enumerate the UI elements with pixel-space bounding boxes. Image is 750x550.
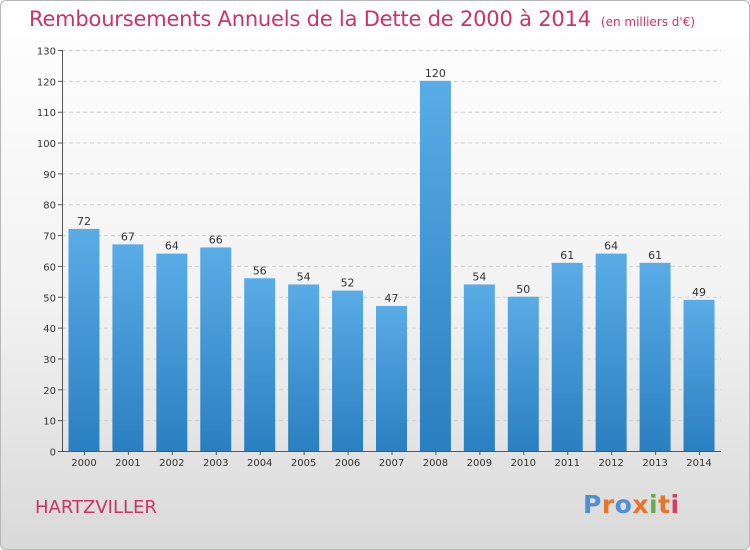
x-tick-label: 2001 [115,458,140,469]
y-tick-label: 20 [43,386,56,397]
bar [68,228,100,451]
bar [112,244,144,451]
data-label: 54 [472,270,486,283]
proxiti-logo: Proxiti [583,490,680,519]
bar [551,262,583,451]
bar [639,262,671,451]
y-tick-label: 90 [43,170,56,181]
data-label: 49 [692,286,706,299]
y-tick-label: 110 [37,108,56,119]
data-label: 61 [648,249,662,262]
y-tick-label: 70 [43,232,56,243]
bar [463,284,495,451]
data-labels: 72 67 64 66 56 54 52 47 120 54 50 61 64 61 49 [77,67,706,305]
data-label: 50 [516,283,530,296]
y-tick-label: 80 [43,201,56,212]
logo-letter: r [601,490,615,519]
x-tick-label: 2011 [555,458,580,469]
bar [156,253,188,451]
logo-letter: i [670,490,680,519]
chart-subtitle: (en milliers d'€) [600,15,696,29]
x-tick-label: 2005 [291,458,316,469]
x-tick-label: 2014 [686,458,711,469]
commune-name: HARTZVILLER [35,497,157,518]
data-label: 52 [341,277,355,290]
chart-title: Remboursements Annuels de la Dette de 20… [29,7,591,31]
logo-letter: i [649,490,659,519]
axes: 0 10 20 30 40 50 60 70 80 90 100 110 120 130 2000 2001 2… [37,47,721,469]
bar [288,284,320,451]
x-tick-label: 2003 [203,458,228,469]
logo-letter: t [658,490,671,519]
y-tick-label: 100 [37,139,56,150]
x-tick-label: 2010 [511,458,536,469]
chart-title-block: Remboursements Annuels de la Dette de 20… [29,7,695,31]
y-tick-label: 130 [37,47,56,58]
x-tick-label: 2002 [159,458,184,469]
x-tick-label: 2004 [247,458,272,469]
data-label: 72 [77,215,91,228]
y-tick-label: 60 [43,262,56,273]
y-tick-label: 40 [43,324,56,335]
logo-letter: o [614,490,633,519]
y-tick-label: 120 [37,77,56,88]
bar [507,296,539,451]
y-tick-label: 30 [43,355,56,366]
data-label: 67 [121,230,135,243]
x-tick-label: 2013 [642,458,667,469]
x-tick-label: 2008 [423,458,448,469]
data-label: 120 [425,67,446,80]
bar [376,306,407,451]
y-tick-label: 0 [50,448,56,459]
data-label: 47 [385,292,399,305]
bar [244,278,276,451]
x-tick-label: 2009 [467,458,492,469]
bar [683,299,715,451]
bar [595,253,627,451]
data-label: 54 [297,270,311,283]
x-tick-label: 2012 [598,458,623,469]
x-tick-label: 2006 [335,458,360,469]
bars [68,80,715,451]
bar [419,80,451,451]
logo-letter: x [632,490,649,519]
data-label: 66 [209,233,223,246]
logo-letter: P [583,490,602,519]
data-label: 64 [604,240,618,253]
data-label: 61 [560,249,574,262]
y-tick-label: 50 [43,293,56,304]
data-label: 64 [165,240,179,253]
bar [332,290,364,451]
x-tick-label: 2000 [71,458,96,469]
bar [200,247,232,451]
y-tick-label: 10 [43,417,56,428]
x-tick-label: 2007 [379,458,404,469]
data-label: 56 [253,264,267,277]
